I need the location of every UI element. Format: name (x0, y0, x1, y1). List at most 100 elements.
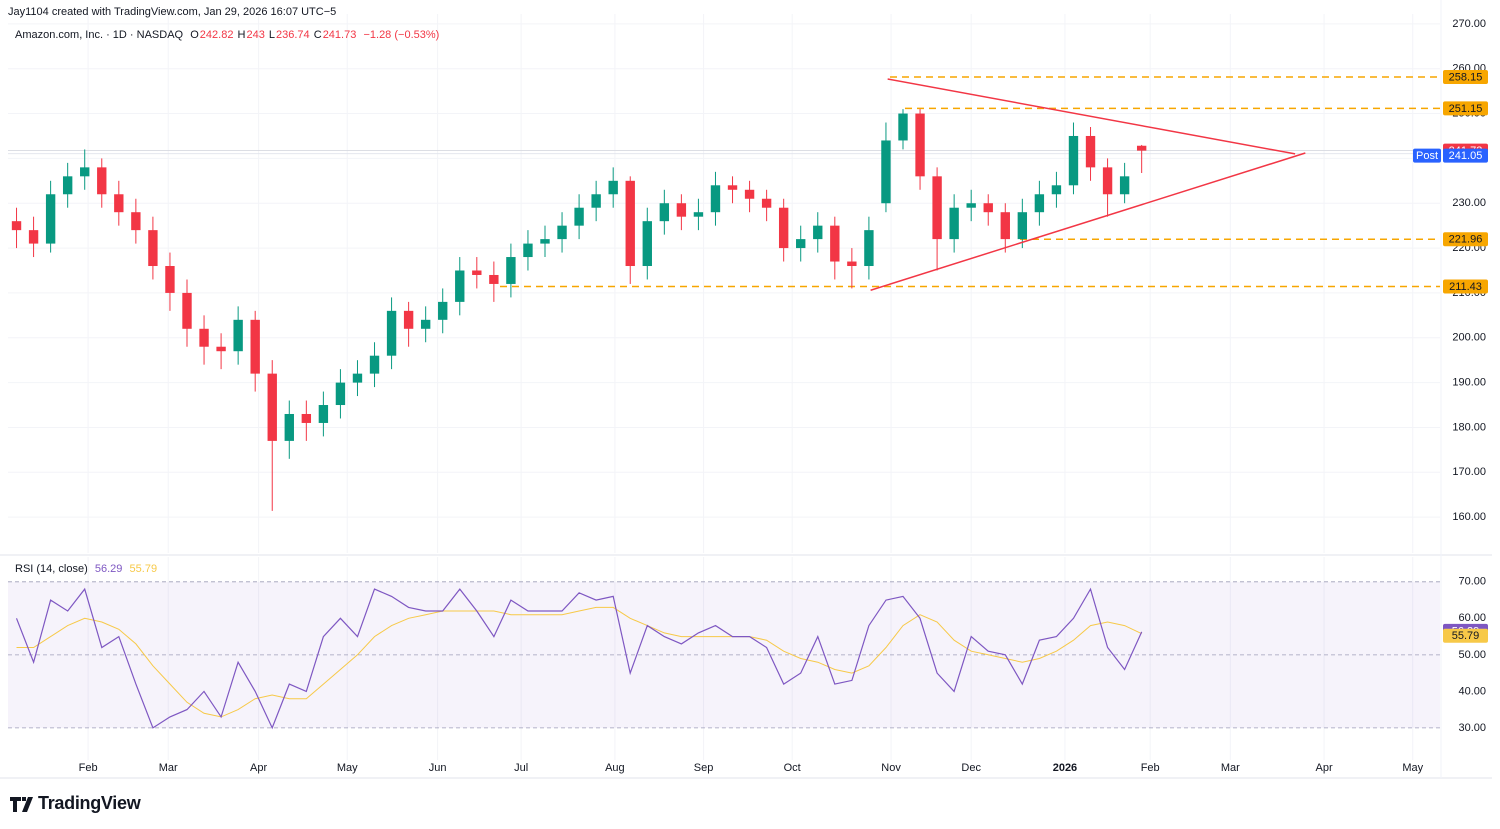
candle-body (1068, 135, 1079, 186)
candle-body (455, 270, 465, 302)
candle-body (420, 319, 431, 329)
candle-body (523, 243, 533, 258)
candle-body (318, 405, 329, 423)
trendline (870, 152, 1306, 291)
level-label-bg (1443, 232, 1488, 247)
rsi-line (15, 587, 1143, 730)
candle-body (1136, 145, 1147, 151)
candle-body (642, 221, 652, 267)
level-label-bg (1443, 279, 1488, 294)
x-tick-label: May (1402, 762, 1423, 774)
level-label: 258.15 (1449, 71, 1483, 83)
level-label: 251.15 (1449, 103, 1483, 115)
x-tick-label: Dec (961, 762, 981, 774)
candle-body (233, 319, 243, 352)
rsi-legend: RSI (14, close) 56.29 55.79 (15, 563, 158, 575)
candle-body (608, 180, 618, 195)
x-tick-label: Feb (1141, 762, 1160, 774)
candle-body (659, 203, 670, 222)
candle-body (335, 382, 346, 406)
candle-body (1102, 167, 1113, 195)
y-tick-label: 50.00 (1458, 649, 1486, 661)
rsi-value-label: 55.79 (1452, 630, 1480, 642)
candle-body (182, 292, 192, 329)
x-tick-label: Aug (605, 762, 625, 774)
candle-body (369, 355, 380, 374)
x-tick-label: Mar (1221, 762, 1240, 774)
y-tick-label: 160.00 (1452, 511, 1486, 523)
candle-body (574, 207, 584, 226)
candle-body (1119, 176, 1130, 195)
candle-body (284, 413, 294, 441)
candle-body (165, 266, 175, 293)
y-tick-label: 230.00 (1452, 197, 1486, 209)
candle-body (11, 221, 22, 231)
candle-body (949, 207, 959, 240)
rsi-value: 56.29 (94, 563, 123, 575)
candle-body (403, 310, 414, 329)
level-label-bg (1443, 101, 1488, 116)
x-tick-label: Sep (694, 762, 714, 774)
y-tick-label: 200.00 (1452, 332, 1486, 344)
candle-body (983, 203, 993, 213)
candle-body (540, 239, 550, 244)
rsi-title: RSI (14, close) (15, 563, 88, 575)
candle-body (250, 319, 260, 374)
candle-body (45, 194, 56, 244)
post-tag-bg (1413, 148, 1441, 163)
y-tick-label: 30.00 (1458, 722, 1486, 734)
ohlc-value: 242.82 (199, 29, 234, 41)
candle-body (80, 167, 90, 177)
candle-body (352, 373, 363, 383)
y-tick-label: 40.00 (1458, 685, 1486, 697)
ohlc-label: C (313, 29, 322, 41)
brand-logo (10, 797, 33, 812)
candle-body (148, 230, 158, 267)
candle-body (1000, 212, 1010, 240)
candle-body (506, 257, 516, 284)
rsi-value-label-bg (1443, 628, 1488, 643)
candle-body (932, 176, 942, 240)
level-label: 211.43 (1449, 281, 1482, 293)
x-tick-label: Mar (159, 762, 178, 774)
y-tick-label: 270.00 (1452, 18, 1486, 30)
change: −1.28 (−0.53%) (363, 29, 440, 41)
y-tick-label: 70.00 (1458, 576, 1486, 588)
y-tick-label: 190.00 (1452, 377, 1486, 389)
symbol-legend: Amazon.com, Inc. · 1D · NASDAQ O242.82 H… (15, 29, 440, 41)
level-label: 221.96 (1449, 234, 1483, 246)
candle-body (761, 198, 772, 208)
candle-body (591, 194, 601, 208)
symbol: Amazon.com, Inc. · 1D · NASDAQ (15, 29, 184, 41)
candle-body (386, 310, 397, 356)
candle-body (28, 230, 39, 244)
candle-body (557, 225, 567, 240)
candle-body (472, 270, 482, 275)
candle-body (131, 212, 141, 231)
x-tick-label: Feb (79, 762, 98, 774)
candle-body (62, 176, 73, 195)
ohlc-label: H (237, 29, 246, 41)
candle-body (1051, 185, 1062, 195)
post-price-label: 241.05 (1449, 150, 1483, 162)
x-tick-label: Apr (250, 762, 267, 774)
x-tick-label: Apr (1316, 762, 1333, 774)
x-tick-label: 2026 (1053, 762, 1077, 774)
candle-body (1085, 135, 1096, 168)
candle-body (676, 203, 687, 217)
rsi-ma-value: 55.79 (129, 563, 158, 575)
candle-body (301, 413, 312, 423)
x-tick-label: Jun (429, 762, 447, 774)
x-tick-label: Oct (784, 762, 801, 774)
y-tick-label: 170.00 (1452, 466, 1486, 478)
ohlc-value: 241.73 (322, 29, 357, 41)
ohlc-value: 236.74 (276, 29, 310, 41)
candle-body (966, 203, 976, 208)
candle-body (744, 189, 755, 199)
candle-body (1034, 194, 1045, 213)
level-label-bg (1443, 70, 1488, 85)
ohlc-label: L (268, 29, 276, 41)
candle-body (693, 212, 704, 217)
candle-body (847, 261, 857, 267)
